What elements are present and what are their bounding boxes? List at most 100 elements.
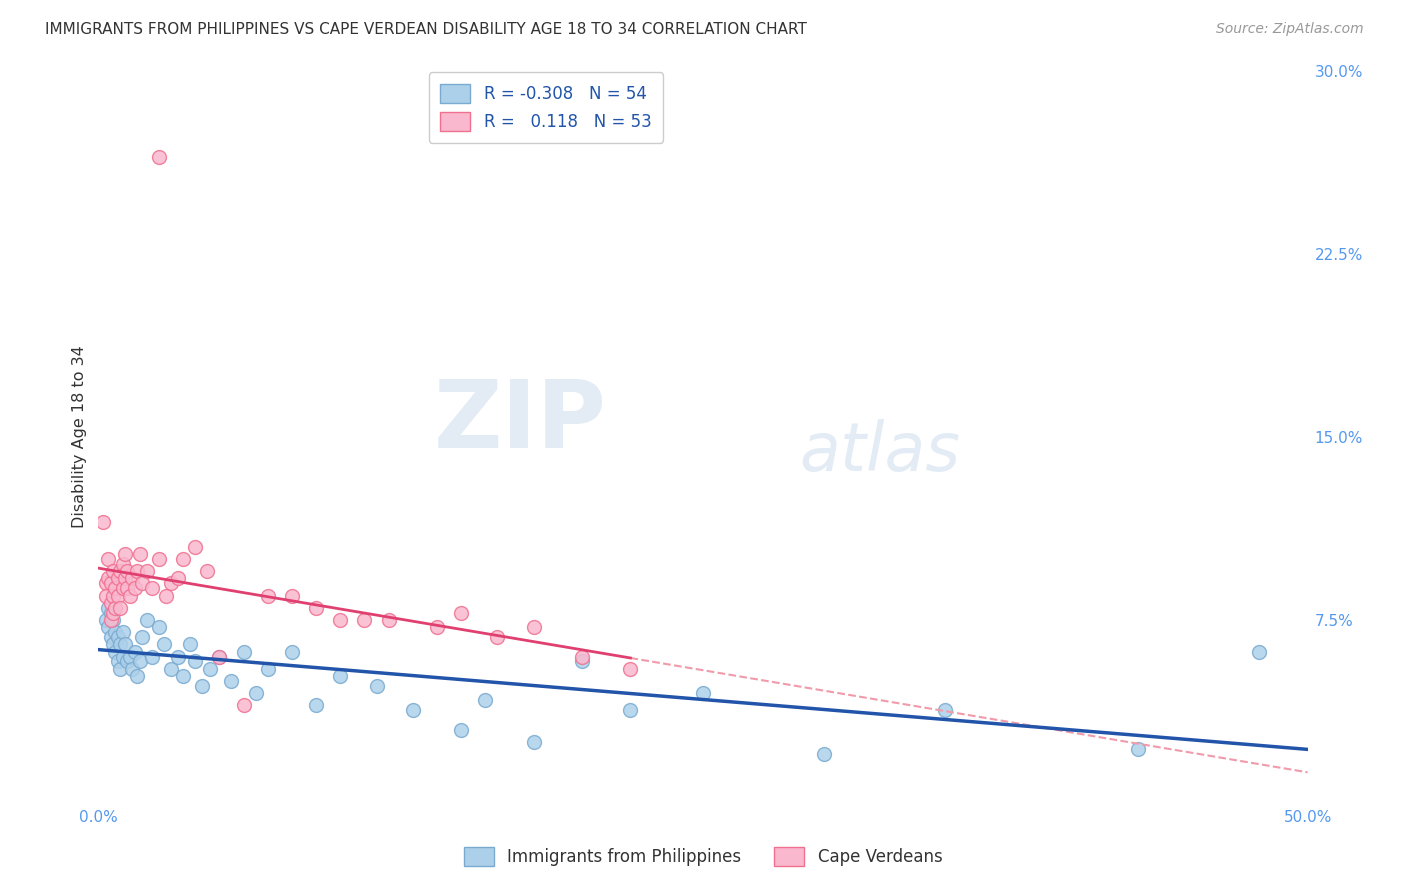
Point — [366, 679, 388, 693]
Point — [208, 649, 231, 664]
Point — [198, 662, 221, 676]
Point — [111, 625, 134, 640]
Point — [107, 589, 129, 603]
Point — [1249, 645, 1271, 659]
Point — [148, 620, 170, 634]
Point — [245, 686, 267, 700]
Point — [232, 645, 254, 659]
Point — [426, 620, 449, 634]
Point — [121, 662, 143, 676]
Point — [305, 698, 328, 713]
Point — [107, 572, 129, 586]
Text: IMMIGRANTS FROM PHILIPPINES VS CAPE VERDEAN DISABILITY AGE 18 TO 34 CORRELATION : IMMIGRANTS FROM PHILIPPINES VS CAPE VERD… — [45, 22, 807, 37]
Point — [100, 576, 122, 591]
Point — [104, 625, 127, 640]
Point — [486, 630, 509, 644]
Point — [114, 572, 136, 586]
Point — [195, 564, 218, 578]
Point — [100, 630, 122, 644]
Point — [107, 630, 129, 644]
Point — [97, 572, 120, 586]
Point — [141, 649, 163, 664]
Point — [167, 572, 190, 586]
Point — [91, 516, 114, 530]
Point — [97, 552, 120, 566]
Point — [100, 596, 122, 610]
Point — [353, 613, 375, 627]
Point — [184, 654, 207, 668]
Point — [131, 576, 153, 591]
Point — [135, 613, 157, 627]
Point — [619, 662, 641, 676]
Point — [184, 540, 207, 554]
Point — [305, 600, 328, 615]
Point — [127, 564, 149, 578]
Point — [94, 613, 117, 627]
Point — [523, 735, 546, 749]
Point — [256, 589, 278, 603]
Point — [179, 637, 201, 651]
Point — [155, 589, 177, 603]
Point — [402, 703, 425, 717]
Point — [619, 703, 641, 717]
Point — [141, 581, 163, 595]
Point — [256, 662, 278, 676]
Point — [329, 669, 352, 683]
Point — [108, 564, 131, 578]
Point — [450, 723, 472, 737]
Point — [172, 669, 194, 683]
Text: atlas: atlas — [800, 418, 960, 484]
Point — [131, 630, 153, 644]
Point — [94, 589, 117, 603]
Legend: Immigrants from Philippines, Cape Verdeans: Immigrants from Philippines, Cape Verdea… — [456, 838, 950, 875]
Point — [934, 703, 956, 717]
Point — [118, 589, 141, 603]
Point — [191, 679, 214, 693]
Point — [135, 564, 157, 578]
Point — [108, 662, 131, 676]
Point — [101, 613, 124, 627]
Point — [94, 576, 117, 591]
Point — [232, 698, 254, 713]
Point — [571, 654, 593, 668]
Text: ZIP: ZIP — [433, 376, 606, 468]
Point — [108, 637, 131, 651]
Point — [813, 747, 835, 761]
Point — [101, 564, 124, 578]
Text: Source: ZipAtlas.com: Source: ZipAtlas.com — [1216, 22, 1364, 37]
Point — [111, 581, 134, 595]
Point — [167, 649, 190, 664]
Point — [148, 150, 170, 164]
Point — [450, 606, 472, 620]
Point — [152, 637, 174, 651]
Point — [377, 613, 399, 627]
Point — [221, 673, 243, 688]
Point — [104, 581, 127, 595]
Point — [100, 613, 122, 627]
Point — [329, 613, 352, 627]
Point — [127, 669, 149, 683]
Point — [100, 606, 122, 620]
Point — [117, 581, 139, 595]
Point — [523, 620, 546, 634]
Point — [571, 649, 593, 664]
Point — [107, 654, 129, 668]
Point — [117, 654, 139, 668]
Point — [97, 620, 120, 634]
Point — [97, 600, 120, 615]
Point — [101, 637, 124, 651]
Point — [281, 589, 304, 603]
Legend: R = -0.308   N = 54, R =   0.118   N = 53: R = -0.308 N = 54, R = 0.118 N = 53 — [429, 72, 664, 143]
Point — [111, 557, 134, 571]
Point — [692, 686, 714, 700]
Point — [104, 645, 127, 659]
Point — [114, 547, 136, 561]
Point — [281, 645, 304, 659]
Point — [208, 649, 231, 664]
Point — [114, 637, 136, 651]
Point — [128, 654, 150, 668]
Point — [104, 600, 127, 615]
Point — [172, 552, 194, 566]
Point — [160, 662, 183, 676]
Point — [1128, 742, 1150, 756]
